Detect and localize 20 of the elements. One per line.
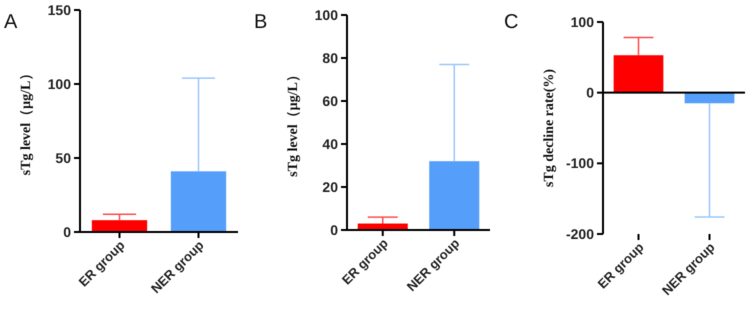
y-tick-label: -200	[566, 226, 594, 242]
y-axis-title: sTg level（μg/L）	[19, 66, 34, 176]
y-tick-label: 0	[586, 84, 594, 101]
y-tick-label: 100	[48, 76, 72, 92]
y-tick-label: -100	[566, 155, 594, 172]
y-tick-label: 40	[322, 136, 338, 152]
y-tick-label: 20	[322, 178, 338, 195]
y-tick-label: 100	[314, 6, 338, 23]
y-tick-label: 0	[330, 222, 338, 238]
y-tick-label: 0	[63, 224, 72, 240]
y-axis-title: sTg decline rate(%)	[542, 68, 557, 188]
y-tick-label: 150	[48, 2, 72, 18]
y-axis-title: sTg level（μg/L）	[286, 68, 301, 177]
y-tick-label: 60	[322, 92, 338, 109]
chart-title: A	[4, 11, 18, 33]
y-tick-label: 50	[55, 150, 72, 166]
chart-title: B	[254, 11, 268, 33]
chart-title: C	[504, 11, 518, 33]
y-tick-label: 80	[322, 50, 338, 66]
y-tick-label: 100	[570, 14, 594, 30]
